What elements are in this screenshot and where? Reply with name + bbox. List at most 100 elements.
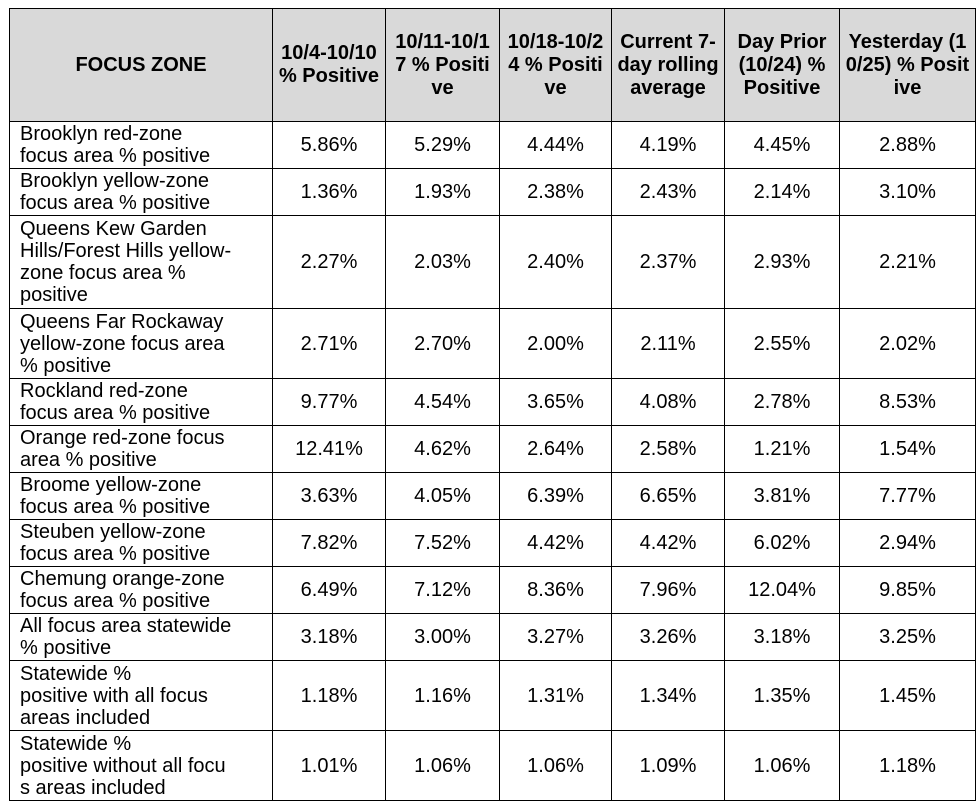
focus-zone-cell: Brooklyn yellow-zone focus area % positi… (9, 168, 273, 216)
percent-cell: 3.10% (839, 168, 976, 216)
percent-cell: 2.38% (499, 168, 612, 216)
percent-cell: 6.02% (724, 519, 840, 567)
percent-cell: 1.34% (611, 660, 725, 731)
percent-cell: 9.77% (272, 378, 386, 426)
percent-cell: 1.93% (385, 168, 500, 216)
table-row: Queens Far Rockaway yellow-zone focus ar… (9, 308, 976, 379)
header-week-3: 10/18-10/24 % Positive (499, 8, 612, 122)
table-row: Broome yellow-zone focus area % positive… (9, 472, 976, 520)
percent-cell: 2.94% (839, 519, 976, 567)
percent-cell: 2.43% (611, 168, 725, 216)
table-row: Rockland red-zone focus area % positive 9… (9, 378, 976, 426)
percent-cell: 3.65% (499, 378, 612, 426)
percent-cell: 1.06% (385, 730, 500, 801)
percent-cell: 3.25% (839, 613, 976, 661)
table-row: Statewide % positive without all focu s … (9, 730, 976, 801)
percent-cell: 2.88% (839, 121, 976, 169)
percent-cell: 2.11% (611, 308, 725, 379)
percent-cell: 6.49% (272, 566, 386, 614)
percent-cell: 2.70% (385, 308, 500, 379)
focus-zone-cell: Chemung orange-zone focus area % positiv… (9, 566, 273, 614)
header-day-prior: Day Prior (10/24) % Positive (724, 8, 840, 122)
table-row: Chemung orange-zone focus area % positiv… (9, 566, 976, 614)
percent-cell: 9.85% (839, 566, 976, 614)
percent-cell: 1.18% (272, 660, 386, 731)
focus-zone-table: FOCUS ZONE 10/4-10/10 % Positive 10/11-1… (9, 8, 976, 801)
focus-zone-cell: Orange red-zone focus area % positive (9, 425, 273, 473)
percent-cell: 4.62% (385, 425, 500, 473)
percent-cell: 3.26% (611, 613, 725, 661)
table-row: Brooklyn red-zone focus area % positive 5… (9, 121, 976, 169)
percent-cell: 1.01% (272, 730, 386, 801)
percent-cell: 1.21% (724, 425, 840, 473)
table-row: Statewide % positive with all focus area… (9, 660, 976, 731)
percent-cell: 1.54% (839, 425, 976, 473)
percent-cell: 3.63% (272, 472, 386, 520)
percent-cell: 1.18% (839, 730, 976, 801)
percent-cell: 4.54% (385, 378, 500, 426)
header-yesterday: Yesterday (10/25) % Positive (839, 8, 976, 122)
focus-zone-cell: Rockland red-zone focus area % positive (9, 378, 273, 426)
table-row: Steuben yellow-zone focus area % positiv… (9, 519, 976, 567)
percent-cell: 2.21% (839, 215, 976, 309)
percent-cell: 1.16% (385, 660, 500, 731)
focus-zone-cell: Queens Kew Garden Hills/Forest Hills yel… (9, 215, 273, 309)
percent-cell: 7.82% (272, 519, 386, 567)
percent-cell: 1.31% (499, 660, 612, 731)
percent-cell: 3.81% (724, 472, 840, 520)
percent-cell: 5.86% (272, 121, 386, 169)
percent-cell: 2.37% (611, 215, 725, 309)
focus-zone-cell: All focus area statewide % positive (9, 613, 273, 661)
percent-cell: 2.64% (499, 425, 612, 473)
header-week-2: 10/11-10/17 % Positive (385, 8, 500, 122)
percent-cell: 3.00% (385, 613, 500, 661)
percent-cell: 7.96% (611, 566, 725, 614)
table-row: All focus area statewide % positive 3.18%… (9, 613, 976, 661)
percent-cell: 2.03% (385, 215, 500, 309)
focus-zone-cell: Queens Far Rockaway yellow-zone focus ar… (9, 308, 273, 379)
percent-cell: 7.52% (385, 519, 500, 567)
percent-cell: 4.45% (724, 121, 840, 169)
focus-zone-cell: Brooklyn red-zone focus area % positive (9, 121, 273, 169)
header-rolling-average: Current 7-day rolling average (611, 8, 725, 122)
percent-cell: 2.93% (724, 215, 840, 309)
percent-cell: 12.04% (724, 566, 840, 614)
percent-cell: 4.42% (611, 519, 725, 567)
percent-cell: 2.71% (272, 308, 386, 379)
percent-cell: 6.39% (499, 472, 612, 520)
percent-cell: 8.53% (839, 378, 976, 426)
percent-cell: 7.77% (839, 472, 976, 520)
focus-zone-cell: Statewide % positive with all focus area… (9, 660, 273, 731)
percent-cell: 1.35% (724, 660, 840, 731)
header-row: FOCUS ZONE 10/4-10/10 % Positive 10/11-1… (9, 8, 976, 122)
focus-zone-cell: Broome yellow-zone focus area % positive (9, 472, 273, 520)
percent-cell: 1.06% (724, 730, 840, 801)
percent-cell: 2.58% (611, 425, 725, 473)
percent-cell: 4.08% (611, 378, 725, 426)
percent-cell: 2.78% (724, 378, 840, 426)
table-body: Brooklyn red-zone focus area % positive 5… (9, 121, 976, 801)
percent-cell: 2.55% (724, 308, 840, 379)
focus-zone-cell: Statewide % positive without all focu s … (9, 730, 273, 801)
focus-zone-cell: Steuben yellow-zone focus area % positiv… (9, 519, 273, 567)
percent-cell: 2.40% (499, 215, 612, 309)
header-focus-zone: FOCUS ZONE (9, 8, 273, 122)
percent-cell: 1.36% (272, 168, 386, 216)
percent-cell: 1.09% (611, 730, 725, 801)
percent-cell: 1.45% (839, 660, 976, 731)
percent-cell: 3.27% (499, 613, 612, 661)
percent-cell: 12.41% (272, 425, 386, 473)
percent-cell: 4.05% (385, 472, 500, 520)
percent-cell: 2.00% (499, 308, 612, 379)
percent-cell: 4.42% (499, 519, 612, 567)
percent-cell: 7.12% (385, 566, 500, 614)
percent-cell: 6.65% (611, 472, 725, 520)
percent-cell: 1.06% (499, 730, 612, 801)
percent-cell: 4.19% (611, 121, 725, 169)
percent-cell: 3.18% (272, 613, 386, 661)
percent-cell: 5.29% (385, 121, 500, 169)
table-header: FOCUS ZONE 10/4-10/10 % Positive 10/11-1… (9, 8, 976, 122)
percent-cell: 2.02% (839, 308, 976, 379)
percent-cell: 2.14% (724, 168, 840, 216)
table-row: Orange red-zone focus area % positive 12.… (9, 425, 976, 473)
